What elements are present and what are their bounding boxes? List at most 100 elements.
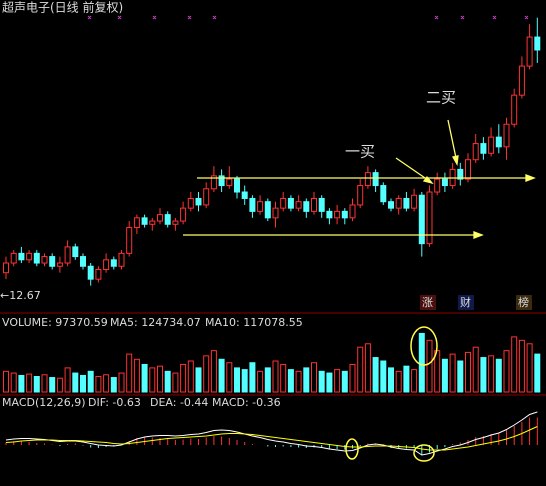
volume-bar — [303, 367, 310, 393]
candle-body — [164, 214, 171, 225]
candle-body — [133, 217, 140, 229]
candle-body — [364, 172, 371, 187]
dif-label: DIF: -0.63 — [88, 396, 141, 409]
volume-bar — [426, 339, 433, 393]
candle-body — [357, 185, 364, 206]
macd-value-label: MACD: -0.36 — [212, 396, 281, 409]
volume-bar — [33, 376, 40, 393]
volume-bar — [411, 369, 418, 393]
candle-body — [480, 143, 487, 154]
candle-body — [72, 246, 79, 258]
candle-body — [56, 262, 63, 267]
volume-bar — [257, 370, 264, 393]
volume-bar — [187, 360, 194, 393]
candle-body — [33, 252, 40, 264]
macd-label: MACD(12,26,9) — [2, 396, 86, 409]
candle-body — [218, 175, 225, 187]
candles — [3, 17, 541, 286]
candle-body — [403, 197, 410, 209]
volume-bar — [141, 363, 148, 393]
candle-body — [388, 201, 394, 209]
candle-body — [264, 201, 271, 219]
volume-bar — [472, 346, 479, 393]
candle-body — [318, 197, 325, 212]
volume-bar — [164, 370, 171, 393]
volume-bar — [511, 336, 518, 393]
volume-bar — [295, 370, 302, 393]
volume-bar — [126, 353, 133, 393]
candle-body — [234, 178, 240, 193]
candle-body — [287, 197, 294, 209]
candle-body — [257, 201, 264, 212]
volume-bar — [64, 367, 71, 393]
candle-body — [280, 197, 287, 209]
volume-bar — [403, 365, 410, 393]
dea-line — [5, 426, 538, 451]
volume-bar — [241, 369, 248, 393]
candle-body — [472, 143, 479, 161]
candle-body — [110, 259, 117, 267]
volume-bar — [3, 370, 9, 393]
dea-label: DEA: -0.44 — [150, 396, 208, 409]
min-label: ←12.67 — [0, 289, 41, 302]
volume-bar — [80, 374, 86, 393]
candle-body — [311, 197, 317, 212]
candle-body — [495, 136, 502, 148]
volume-bar — [364, 343, 371, 393]
volume-bar — [218, 358, 225, 393]
volume-bar — [26, 373, 33, 393]
volume-bar — [56, 377, 63, 393]
volume-bar — [334, 369, 341, 393]
candle-body — [341, 210, 348, 219]
volume-bar — [526, 343, 533, 393]
candle-body — [518, 65, 525, 96]
volume-bar — [133, 358, 140, 393]
volume-bar — [272, 360, 279, 393]
indicators — [3, 332, 541, 456]
candle-body — [195, 197, 202, 206]
volume-bar — [249, 362, 256, 393]
annotation: 二买 — [426, 89, 456, 107]
dif-line — [5, 411, 538, 456]
candle-body — [418, 194, 425, 245]
candle-body — [441, 178, 448, 187]
volume-bar — [172, 372, 179, 393]
volume-bar — [495, 358, 502, 393]
candle-body — [118, 252, 125, 267]
candle-body — [95, 268, 102, 280]
candle-body — [334, 210, 341, 219]
candle-body — [180, 207, 187, 222]
volume-bar — [349, 363, 356, 393]
candle-body — [26, 252, 33, 261]
marker-label: 财 — [460, 295, 471, 309]
volume-bar — [180, 363, 187, 393]
candle-body — [41, 256, 48, 264]
volume-bar — [503, 350, 510, 393]
candle-body — [3, 262, 9, 274]
candle-body — [203, 188, 210, 206]
candle-body — [534, 36, 541, 51]
volume-bar — [72, 372, 79, 393]
volume-bar — [203, 355, 210, 393]
volume-bar — [326, 372, 333, 393]
marker-box — [420, 295, 436, 310]
candle-body — [457, 168, 464, 180]
volume-bar — [195, 367, 202, 393]
candle-body — [411, 194, 418, 209]
candle-body — [49, 256, 56, 267]
volume-bar — [341, 370, 348, 393]
volume-bar — [395, 370, 402, 393]
volume-bar — [234, 367, 240, 393]
volume-bar — [157, 365, 163, 393]
volume-bar — [488, 355, 495, 393]
volume-bar — [287, 369, 294, 393]
candle-body — [210, 175, 217, 190]
candle-body — [303, 201, 310, 212]
volume-ma5: MA5: 124734.07 — [110, 316, 201, 329]
candle-body — [157, 214, 163, 222]
volume-bar — [103, 374, 110, 393]
candle-body — [295, 201, 302, 209]
candle-body — [434, 178, 441, 193]
marker-label: 涨 — [422, 296, 433, 309]
candle-body — [18, 252, 25, 261]
